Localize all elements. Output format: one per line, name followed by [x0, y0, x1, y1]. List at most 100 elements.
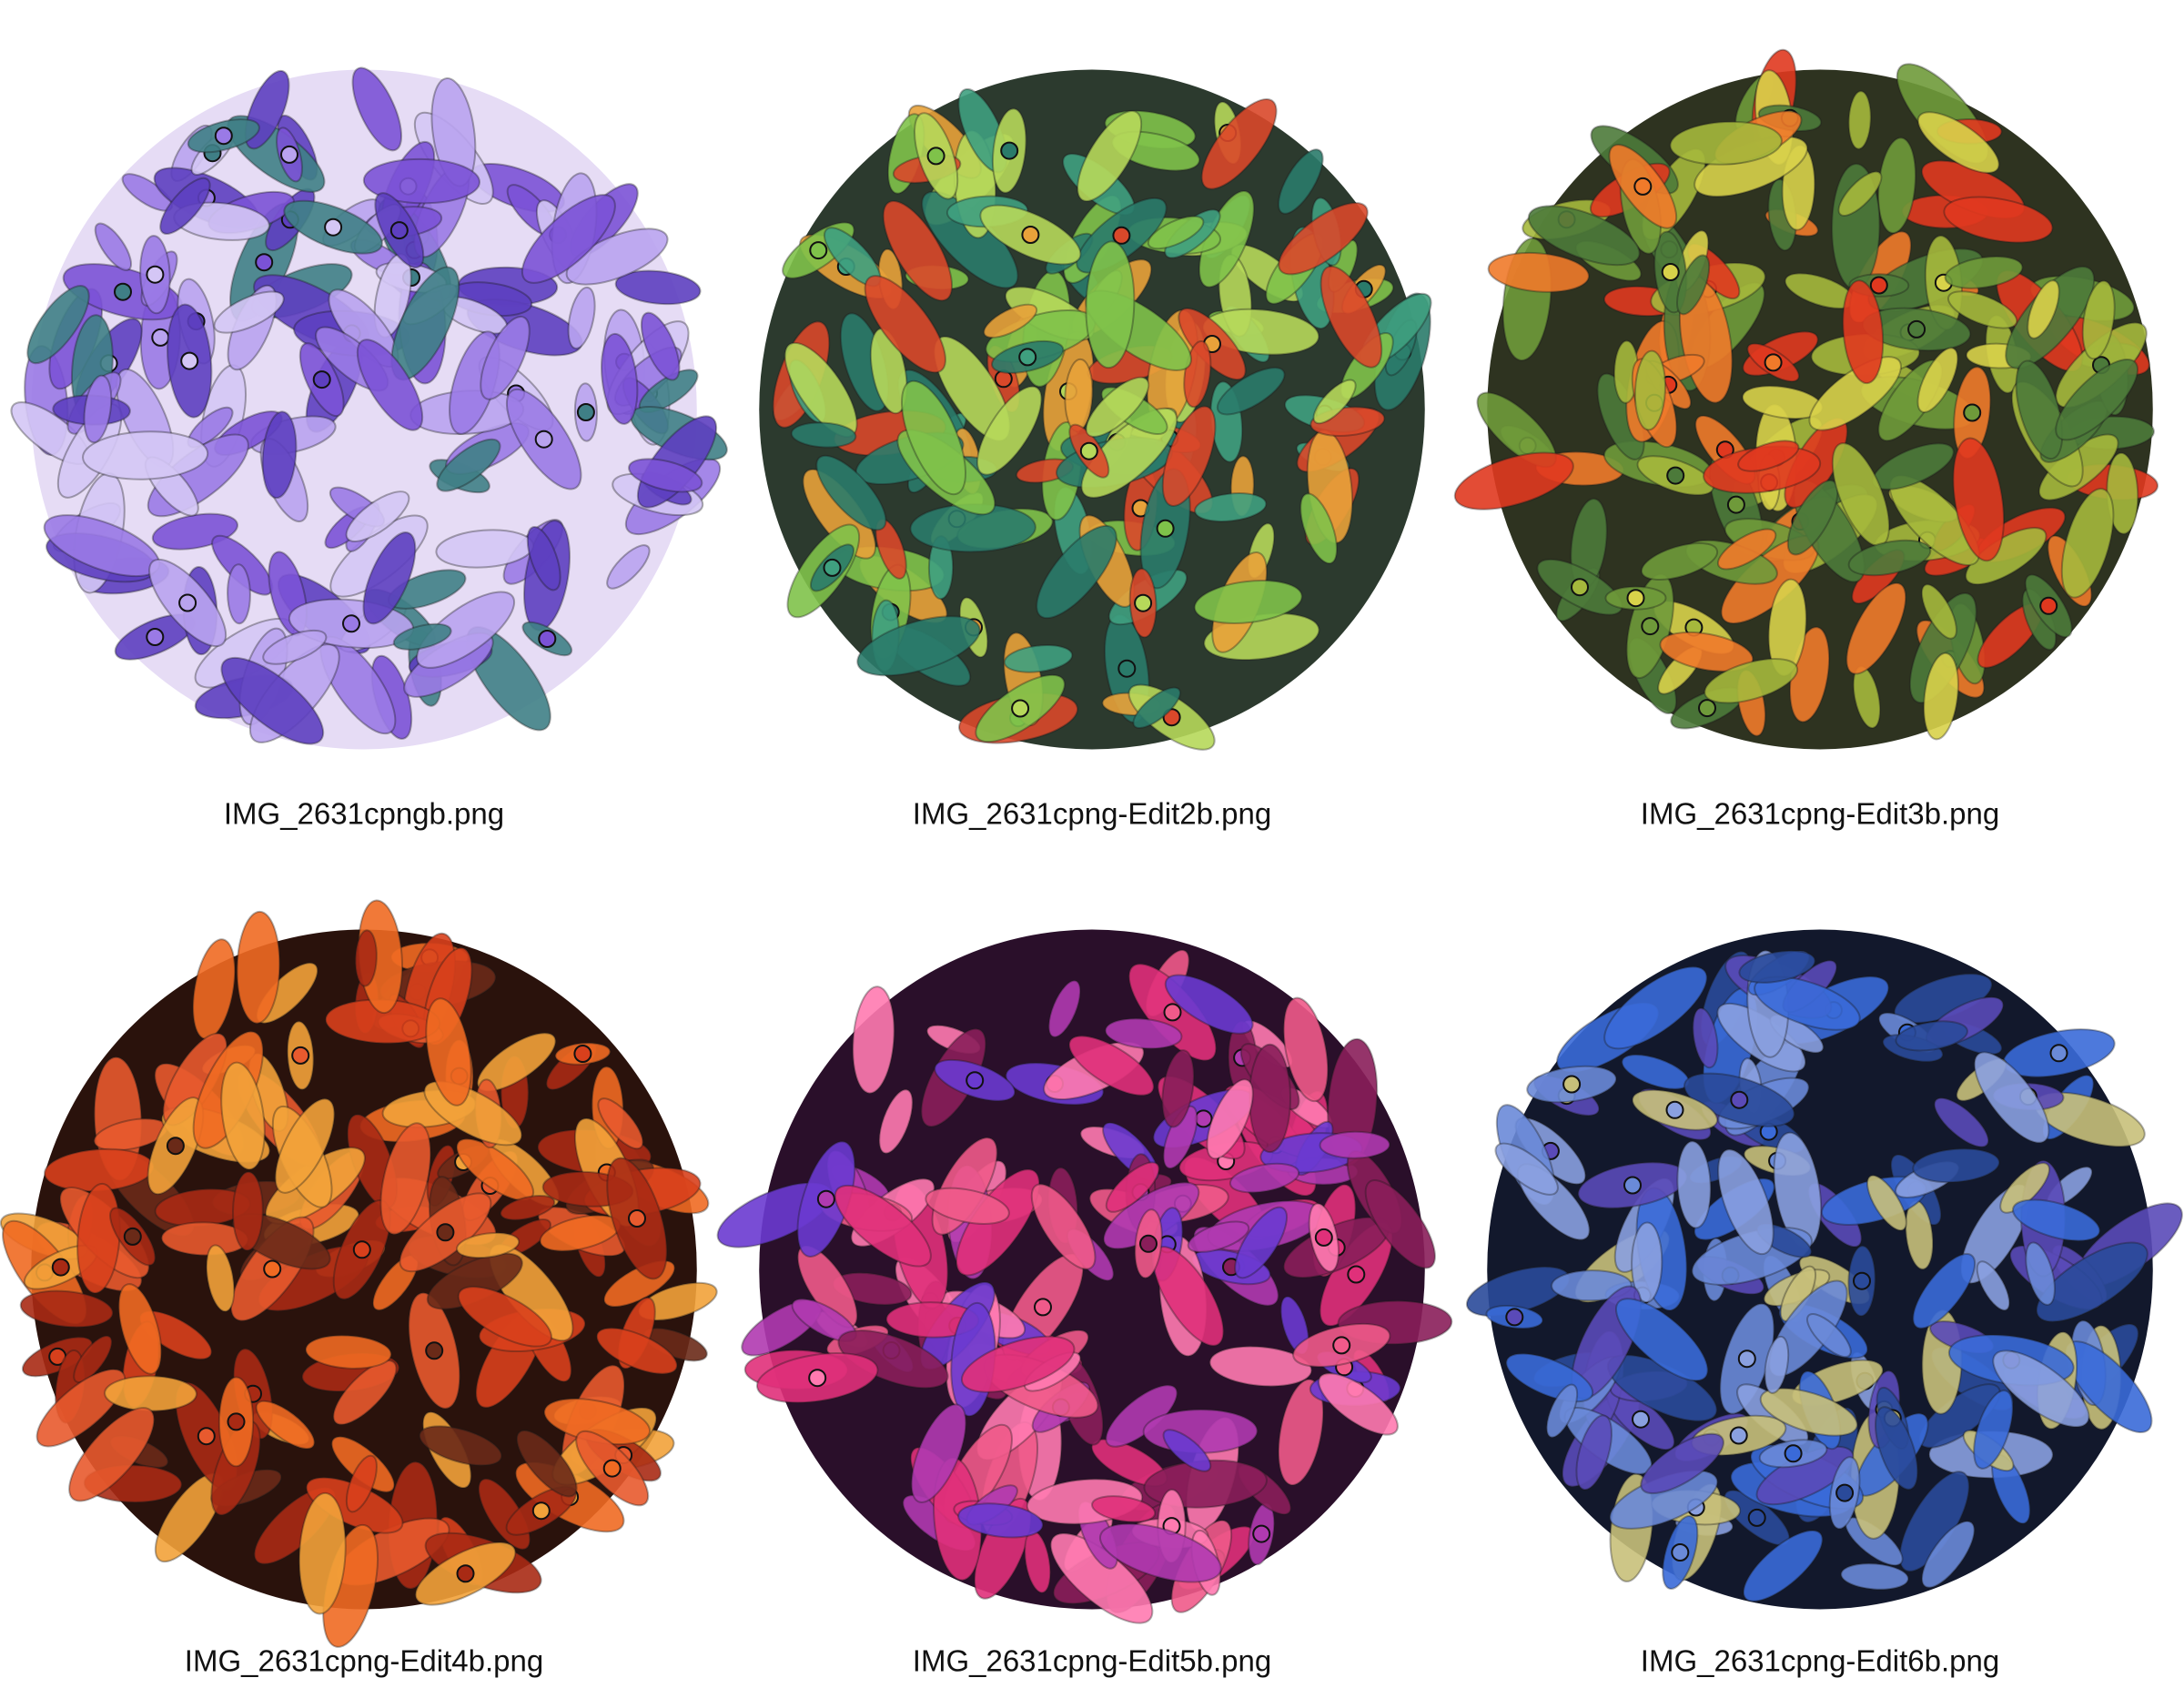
leaf	[82, 430, 209, 480]
rosette-center	[1314, 1228, 1333, 1247]
rosette-center	[166, 1137, 185, 1156]
leaf	[837, 1329, 949, 1390]
rosette-center	[1623, 1176, 1642, 1195]
rosette-center	[1665, 1100, 1684, 1119]
leaf	[457, 1286, 552, 1348]
leaf	[595, 1327, 678, 1375]
leaf	[1631, 1221, 1663, 1304]
leaf	[1187, 1220, 1250, 1253]
rosette-center	[425, 1341, 444, 1360]
leaf	[1193, 580, 1303, 624]
leaf	[521, 194, 616, 284]
rosette-center	[628, 1209, 646, 1228]
rosette-center	[280, 145, 298, 164]
leaf	[1947, 290, 2018, 329]
rosette-center	[1666, 466, 1685, 485]
leaf	[1633, 349, 1667, 431]
leaf	[73, 1335, 113, 1384]
leaf	[419, 1425, 503, 1467]
leaf	[2036, 1241, 2149, 1323]
leaf	[1704, 658, 1799, 704]
leaf	[345, 1454, 378, 1513]
thumbnail	[1465, 929, 2183, 1610]
leaf	[1047, 979, 1082, 1038]
rosette-center	[1764, 353, 1783, 372]
leaf	[436, 438, 501, 492]
leaf	[526, 526, 561, 591]
leaf	[1737, 440, 1800, 472]
leaf	[790, 421, 857, 449]
leaf	[1933, 1097, 1989, 1148]
leaf	[261, 410, 298, 500]
leaf	[354, 929, 378, 987]
rosette-center	[123, 1227, 142, 1246]
leaf	[117, 1283, 163, 1375]
leaf	[1453, 451, 1574, 510]
rosette-center	[1134, 593, 1153, 612]
leaf	[869, 328, 908, 415]
leaf	[565, 227, 669, 286]
leaf	[1754, 975, 1861, 1031]
leaf	[1216, 367, 1286, 416]
rosette-center	[1156, 519, 1175, 538]
leaf	[220, 1061, 266, 1171]
leaf	[2081, 279, 2116, 360]
leaf	[1282, 996, 1330, 1103]
leaf	[1147, 215, 1205, 250]
leaf	[1908, 591, 1977, 704]
rosette-center	[1079, 441, 1098, 460]
rosette-center	[1021, 226, 1040, 244]
leaf	[425, 997, 472, 1107]
leaf	[1575, 1414, 1613, 1491]
rosette-center	[1869, 276, 1888, 295]
leaf	[379, 1122, 432, 1236]
rosette-center	[146, 265, 165, 284]
rosette-center	[324, 217, 343, 237]
thumbnail	[1453, 48, 2159, 750]
leaf	[567, 286, 596, 349]
leaf	[83, 374, 113, 444]
rosette-center	[1730, 1090, 1749, 1109]
rosette-center	[1747, 1508, 1766, 1527]
leaf	[1973, 1051, 2050, 1144]
leaf	[925, 1187, 1010, 1225]
leaf	[1659, 631, 1754, 672]
leaf	[231, 1170, 264, 1252]
leaf	[614, 269, 702, 306]
rosette-center	[263, 1259, 282, 1279]
rosette-center	[1034, 1298, 1052, 1317]
leaf	[262, 629, 328, 665]
leaf	[834, 1184, 932, 1268]
leaf	[356, 339, 424, 431]
leaf	[1030, 1183, 1097, 1270]
leaf	[304, 1334, 392, 1370]
leaf	[864, 275, 946, 374]
leaf	[2015, 359, 2064, 460]
rosette-center	[1963, 403, 1982, 422]
leaf	[332, 1359, 398, 1426]
leaf	[1640, 542, 1719, 581]
rosette-center	[1163, 1003, 1182, 1022]
leaf	[1161, 1049, 1195, 1128]
leaf	[852, 986, 895, 1095]
leaf	[1847, 539, 1932, 577]
leaf	[1003, 644, 1074, 673]
rosette-center	[227, 1412, 246, 1431]
leaf	[94, 222, 133, 271]
leaf	[601, 332, 639, 425]
leaf	[1952, 437, 2005, 562]
file-name: IMG_2631cpng-Edit2b.png	[913, 797, 1271, 831]
rosette-center	[573, 1045, 592, 1063]
leaf	[1676, 1140, 1712, 1229]
rosette-center	[436, 1223, 455, 1242]
rosette-center	[114, 282, 132, 301]
rosette-center	[602, 1459, 622, 1478]
leaf	[597, 1097, 644, 1150]
file-name: IMG_2631cpng-Edit5b.png	[913, 1644, 1271, 1678]
leaf	[1068, 1035, 1155, 1097]
rosette-center	[2039, 596, 2058, 615]
leaf	[1208, 1345, 1313, 1388]
rosette-center	[1112, 226, 1131, 245]
leaf	[1944, 256, 2024, 289]
